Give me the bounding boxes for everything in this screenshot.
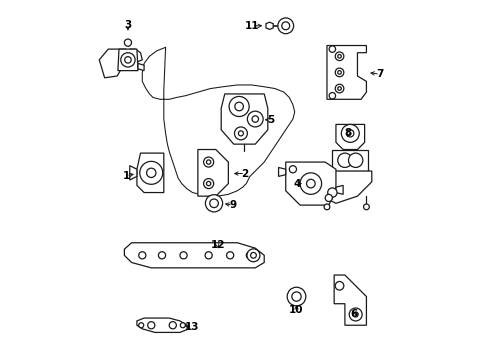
Circle shape (146, 168, 156, 177)
Circle shape (337, 153, 351, 167)
Text: 3: 3 (124, 20, 131, 30)
Text: 2: 2 (241, 168, 248, 179)
Polygon shape (118, 49, 138, 71)
Circle shape (324, 204, 329, 210)
Polygon shape (326, 45, 366, 99)
Text: 12: 12 (210, 240, 224, 250)
Circle shape (291, 292, 301, 301)
Circle shape (246, 249, 260, 262)
Polygon shape (129, 49, 142, 63)
Text: 11: 11 (244, 21, 259, 31)
Circle shape (277, 18, 293, 34)
Circle shape (140, 161, 163, 184)
Circle shape (300, 173, 321, 194)
Circle shape (341, 125, 359, 142)
Circle shape (335, 84, 343, 93)
Text: 6: 6 (349, 310, 357, 319)
Circle shape (203, 157, 213, 167)
Polygon shape (335, 185, 343, 194)
Polygon shape (321, 171, 371, 203)
Circle shape (124, 57, 131, 63)
Circle shape (335, 68, 343, 77)
Circle shape (238, 131, 243, 136)
Circle shape (289, 166, 296, 173)
Polygon shape (99, 49, 126, 78)
Circle shape (328, 46, 335, 52)
Circle shape (250, 252, 256, 258)
Circle shape (180, 323, 185, 328)
Text: 7: 7 (376, 69, 383, 79)
Polygon shape (285, 162, 335, 205)
Polygon shape (221, 94, 267, 144)
Circle shape (352, 312, 357, 317)
Circle shape (306, 179, 314, 188)
Circle shape (328, 93, 335, 99)
Circle shape (327, 188, 336, 197)
Circle shape (203, 179, 213, 189)
Circle shape (158, 252, 165, 259)
Circle shape (226, 252, 233, 259)
Circle shape (234, 102, 243, 111)
Text: 1: 1 (122, 171, 129, 181)
Circle shape (363, 204, 368, 210)
Polygon shape (278, 167, 285, 176)
Circle shape (124, 39, 131, 46)
Circle shape (206, 160, 210, 164)
Polygon shape (138, 63, 144, 71)
Polygon shape (137, 318, 187, 332)
Polygon shape (265, 22, 273, 30)
Circle shape (147, 321, 155, 329)
Circle shape (246, 252, 253, 259)
Polygon shape (129, 166, 137, 180)
Circle shape (346, 130, 353, 137)
Circle shape (209, 199, 218, 208)
Circle shape (206, 181, 210, 186)
Circle shape (204, 252, 212, 259)
Polygon shape (332, 149, 367, 171)
Circle shape (281, 22, 289, 30)
Circle shape (335, 282, 343, 290)
Circle shape (335, 52, 343, 60)
Polygon shape (333, 275, 366, 325)
Circle shape (251, 116, 258, 122)
Circle shape (169, 321, 176, 329)
Circle shape (247, 111, 263, 127)
Circle shape (348, 308, 362, 321)
Text: 13: 13 (185, 322, 199, 332)
Circle shape (139, 323, 143, 328)
Circle shape (180, 252, 187, 259)
Circle shape (337, 71, 341, 74)
Text: 10: 10 (289, 305, 303, 315)
Circle shape (121, 53, 135, 67)
Circle shape (234, 127, 247, 140)
Circle shape (139, 252, 145, 259)
Text: 8: 8 (344, 128, 351, 138)
Circle shape (228, 96, 249, 117)
Circle shape (325, 194, 332, 202)
Circle shape (348, 153, 362, 167)
Circle shape (205, 195, 222, 212)
Text: 5: 5 (266, 115, 273, 125)
Text: 9: 9 (229, 200, 236, 210)
Circle shape (337, 54, 341, 58)
Circle shape (337, 87, 341, 90)
Polygon shape (198, 149, 228, 196)
Polygon shape (124, 243, 264, 268)
Circle shape (286, 287, 305, 306)
Polygon shape (335, 125, 364, 149)
Polygon shape (137, 153, 163, 193)
Text: 4: 4 (293, 179, 300, 189)
